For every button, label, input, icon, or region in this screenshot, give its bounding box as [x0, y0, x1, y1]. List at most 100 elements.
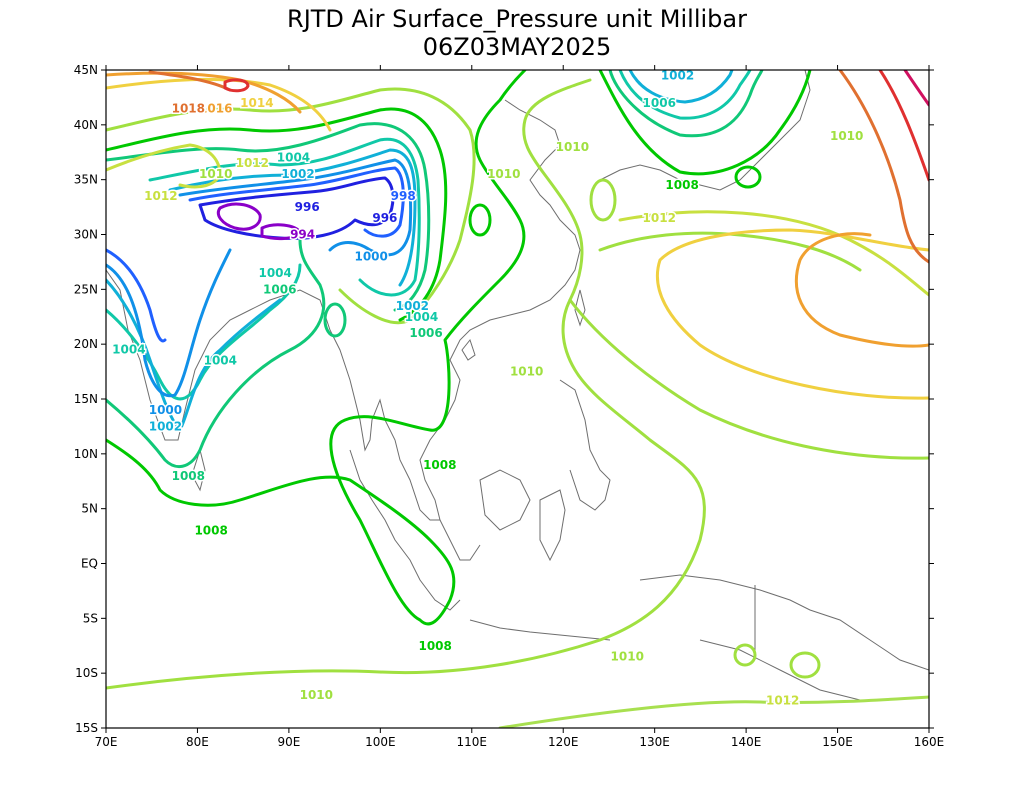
isobar-998-tibet: [188, 166, 405, 238]
x-tick-label: 120E: [548, 735, 579, 749]
contour-label: 1012: [144, 189, 177, 203]
contour-label: 1008: [423, 458, 456, 472]
y-tick-label: 5N: [81, 502, 98, 516]
x-tick-label: 90E: [277, 735, 300, 749]
contour-label: 996: [295, 200, 320, 214]
contour-label: 1004: [258, 266, 291, 280]
isobar-1006: [106, 238, 326, 469]
isobar-1004-tibet: [148, 137, 421, 297]
isobar-1006-tibet: [106, 122, 431, 312]
contour-label: 1006: [409, 326, 442, 340]
y-tick-label: 30N: [74, 228, 98, 242]
isobar-1002-tibet: [168, 148, 417, 287]
x-axis: 70E 80E 90E 100E 110E 120E 130E 140E 150E 160E: [95, 65, 945, 749]
isobar-1012-south: [498, 695, 929, 728]
isobar-1018: [838, 70, 929, 264]
isobar-998: [106, 248, 167, 343]
y-tick-label: 20N: [74, 337, 98, 351]
contour-label: 1012: [766, 694, 799, 708]
contour-label: 1012: [643, 211, 676, 225]
y-tick-label: 40N: [74, 118, 98, 132]
x-tick-label: 110E: [457, 735, 488, 749]
contour-label: 1010: [556, 140, 589, 154]
contour-label: 1004: [204, 354, 237, 368]
isobar-1006-bay: [323, 302, 347, 338]
x-tick-label: 130E: [639, 735, 670, 749]
y-tick-label: 5S: [83, 611, 98, 625]
contour-label: 1006: [643, 96, 676, 110]
map-title-line2: 06Z03MAY2025: [423, 33, 612, 61]
contour-label: 1010: [300, 688, 333, 702]
isobar-1010-newguinea: [733, 643, 757, 667]
x-tick-label: 80E: [186, 735, 209, 749]
map-title-line1: RJTD Air Surface_Pressure unit Millibar: [287, 5, 747, 33]
contour-label: 1008: [665, 178, 698, 192]
contour-label: 1006: [263, 282, 296, 296]
y-tick-label: 15S: [75, 721, 98, 735]
contour-label: 1010: [510, 365, 543, 379]
x-tick-label: 160E: [914, 735, 945, 749]
contour-label: 996: [372, 211, 397, 225]
isobar-1012-tarim: [106, 143, 222, 189]
isobar-1008: [106, 70, 527, 626]
isobar-1014: [655, 228, 929, 400]
contour-label: 994: [290, 228, 315, 242]
contour-label: 1002: [661, 68, 694, 82]
x-tick-label: 150E: [822, 735, 853, 749]
contour-label: 1018: [172, 101, 205, 115]
contour-label: 1002: [396, 299, 429, 313]
contour-label: 1004: [277, 151, 310, 165]
x-tick-label: 70E: [95, 735, 118, 749]
contour-label: 1010: [611, 650, 644, 664]
isobar-1020: [878, 70, 929, 182]
x-tick-label: 140E: [731, 735, 762, 749]
isobar-1012-east: [618, 210, 929, 297]
isobar-1010-south: [106, 78, 706, 690]
isobar-1016: [794, 232, 929, 348]
y-tick-label: 10S: [75, 666, 98, 680]
isobar-1022: [903, 70, 929, 107]
contour-label: 998: [391, 189, 416, 203]
y-tick-label: 35N: [74, 173, 98, 187]
contour-label: 1000: [149, 403, 182, 417]
x-tick-label: 100E: [365, 735, 396, 749]
contour-label: 1008: [172, 469, 205, 483]
contour-label: 1016: [199, 101, 232, 115]
isobar-1008-isle: [734, 165, 762, 189]
isobar-1008-tibet: [106, 107, 448, 322]
contour-label: 1008: [418, 639, 451, 653]
contour-label: 1012: [236, 156, 269, 170]
isobar-1002-north: [628, 70, 734, 104]
y-axis: 45N 40N 35N 30N 25N 20N 15N 10N 5N EQ 5S 10S 15S: [74, 63, 934, 735]
isobar-1008-north: [598, 70, 812, 176]
contour-label: 1010: [199, 167, 232, 181]
contour-label: 1010: [487, 167, 520, 181]
isobar-1010-east: [568, 231, 929, 460]
contour-label: 1008: [194, 524, 227, 538]
y-tick-label: 15N: [74, 392, 98, 406]
y-tick-label: 25N: [74, 282, 98, 296]
isobar-1008-sea: [468, 203, 492, 237]
contour-label: 1010: [830, 129, 863, 143]
y-tick-label: 10N: [74, 447, 98, 461]
contour-label: 1014: [240, 96, 273, 110]
isobar-1004-north: [618, 70, 752, 120]
contour-label: 1002: [149, 419, 182, 433]
contour-label: 1004: [405, 310, 438, 324]
isobar-1000: [106, 248, 232, 398]
contour-label: 1002: [281, 167, 314, 181]
isobar-1010-sea: [589, 178, 617, 222]
isobars: [106, 70, 929, 728]
isobar-1002: [106, 278, 282, 432]
isobar-1020-tarim: [223, 78, 250, 93]
isobar-994-tibet: [216, 202, 302, 241]
isobar-1010-newguinea-2: [789, 651, 821, 679]
y-tick-label: 45N: [74, 63, 98, 77]
contour-label: 1000: [354, 249, 387, 263]
isobar-1010-tibet: [106, 87, 476, 325]
y-tick-label: EQ: [81, 557, 98, 571]
contour-label: 1004: [112, 343, 145, 357]
